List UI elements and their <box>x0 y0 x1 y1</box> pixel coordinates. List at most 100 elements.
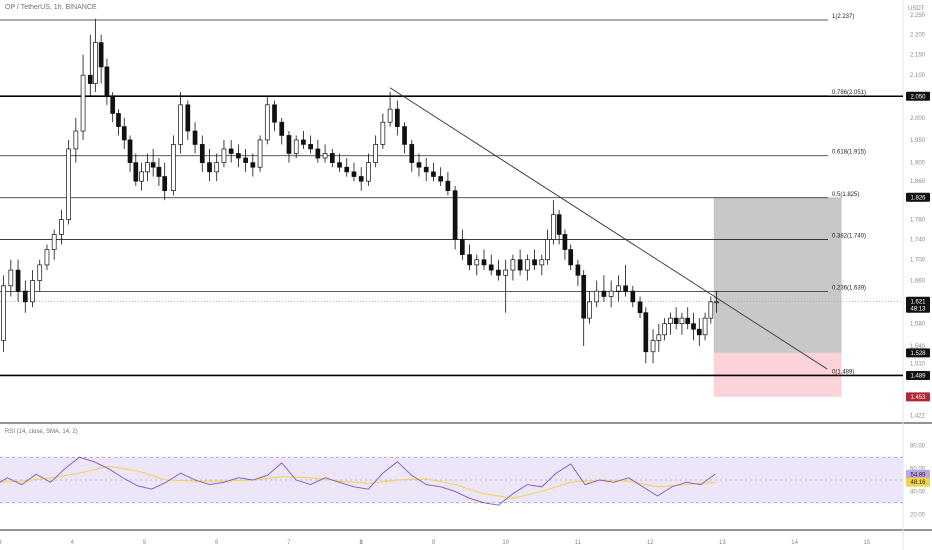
candle-bear[interactable] <box>150 162 156 168</box>
candle-bull[interactable] <box>380 121 386 145</box>
candle-bear[interactable] <box>236 153 241 159</box>
candle-bull[interactable] <box>139 171 144 182</box>
candle-bear[interactable] <box>199 144 205 163</box>
candle-bear[interactable] <box>423 166 429 173</box>
candle-bear[interactable] <box>272 104 277 123</box>
candle-bear[interactable] <box>459 239 465 255</box>
candle-bull[interactable] <box>373 144 378 163</box>
candle-bull[interactable] <box>178 104 183 145</box>
candle-bear[interactable] <box>308 144 313 150</box>
candle-bear[interactable] <box>575 264 581 276</box>
candle-bear[interactable] <box>481 259 487 266</box>
candle-bull[interactable] <box>44 249 50 266</box>
candle-bear[interactable] <box>409 144 415 163</box>
candle-bear[interactable] <box>556 214 562 235</box>
candle-bull[interactable] <box>59 219 64 235</box>
candle-bear[interactable] <box>630 290 636 303</box>
candle-bull[interactable] <box>539 259 545 266</box>
candle-bull[interactable] <box>650 340 656 353</box>
candle-bear[interactable] <box>250 162 256 168</box>
candle-bear[interactable] <box>121 126 127 141</box>
candle-bear[interactable] <box>402 126 407 145</box>
candle-bear[interactable] <box>673 317 679 325</box>
candle-bear[interactable] <box>315 148 321 159</box>
candle-bear[interactable] <box>98 42 104 68</box>
candle-bull[interactable] <box>387 108 393 123</box>
candle-bull[interactable] <box>37 264 43 281</box>
candle-bull[interactable] <box>293 139 299 154</box>
candle-bull[interactable] <box>714 301 719 304</box>
candle-bull[interactable] <box>366 162 371 182</box>
candle-bull[interactable] <box>510 259 516 271</box>
candle-bear[interactable] <box>431 171 436 177</box>
candle-bull[interactable] <box>708 301 714 319</box>
trend-line[interactable] <box>389 87 828 370</box>
candle-bear[interactable] <box>279 121 285 136</box>
candle-bear[interactable] <box>156 166 162 177</box>
candle-bull[interactable] <box>551 214 556 240</box>
candle-bear[interactable] <box>562 234 568 250</box>
candle-bear[interactable] <box>133 162 139 182</box>
candle-bear[interactable] <box>207 162 212 173</box>
candle-bear[interactable] <box>601 290 607 297</box>
candle-bull[interactable] <box>322 153 328 159</box>
candle-bull[interactable] <box>525 259 530 271</box>
candle-bear[interactable] <box>637 301 643 314</box>
candle-bull[interactable] <box>1 285 6 341</box>
candle-bear[interactable] <box>691 323 696 330</box>
candle-bear[interactable] <box>162 176 168 191</box>
candle-bear[interactable] <box>301 139 306 145</box>
candle-bear[interactable] <box>438 176 444 182</box>
candle-bull[interactable] <box>545 239 550 261</box>
candle-bear[interactable] <box>344 166 350 173</box>
candle-bull[interactable] <box>30 280 35 303</box>
candle-bear[interactable] <box>329 153 335 163</box>
candle-bull[interactable] <box>608 290 614 297</box>
candle-bull[interactable] <box>616 285 621 292</box>
candle-bull[interactable] <box>679 317 685 325</box>
candle-bull[interactable] <box>145 162 150 173</box>
candle-bull[interactable] <box>93 42 98 84</box>
candle-bear[interactable] <box>488 264 494 271</box>
candle-bear[interactable] <box>351 171 357 177</box>
candle-bear[interactable] <box>685 317 691 325</box>
candle-bull[interactable] <box>656 334 662 341</box>
candle-bear[interactable] <box>110 95 116 114</box>
candle-bull[interactable] <box>702 317 708 336</box>
candle-bear[interactable] <box>243 157 248 163</box>
candle-bear[interactable] <box>643 312 649 353</box>
candle-bull[interactable] <box>594 290 600 303</box>
candle-bear[interactable] <box>696 328 702 336</box>
candle-bull[interactable] <box>8 269 14 287</box>
candle-bull[interactable] <box>66 148 71 220</box>
candle-bull[interactable] <box>257 139 263 168</box>
candle-bull[interactable] <box>662 323 667 336</box>
candle-bear[interactable] <box>15 269 21 292</box>
candle-bear[interactable] <box>22 290 28 303</box>
candle-bear[interactable] <box>337 162 342 168</box>
candle-bear[interactable] <box>517 259 523 271</box>
candle-bull[interactable] <box>264 104 270 141</box>
candle-bear[interactable] <box>532 259 537 266</box>
candle-bull[interactable] <box>221 148 227 163</box>
candle-bear[interactable] <box>286 135 292 154</box>
candle-bull[interactable] <box>503 269 509 276</box>
candle-bull[interactable] <box>587 301 592 319</box>
candle-bull[interactable] <box>73 130 79 150</box>
candle-bear[interactable] <box>87 74 93 84</box>
candle-bear[interactable] <box>104 66 110 97</box>
candle-bear[interactable] <box>127 139 133 163</box>
candle-bear[interactable] <box>228 148 234 154</box>
candle-bear[interactable] <box>581 274 587 319</box>
candle-bear[interactable] <box>623 285 628 292</box>
candle-bull[interactable] <box>214 162 220 173</box>
candle-bear[interactable] <box>192 130 198 145</box>
candle-bear[interactable] <box>568 249 574 266</box>
candle-bear[interactable] <box>496 269 501 276</box>
candle-bear[interactable] <box>394 108 400 127</box>
candle-bull[interactable] <box>474 259 480 266</box>
candle-bear[interactable] <box>416 162 422 168</box>
candle-bull[interactable] <box>171 144 176 191</box>
candle-bull[interactable] <box>80 74 86 132</box>
